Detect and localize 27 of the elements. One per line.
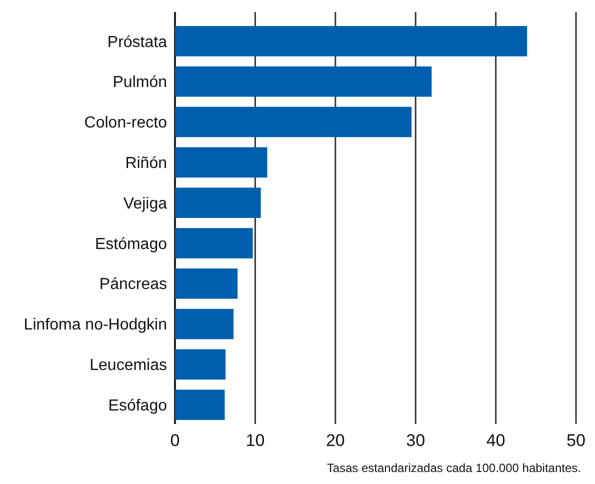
- y-tick-label: Linfoma no-Hodgkin: [24, 316, 167, 334]
- y-tick-label: Leucemias: [90, 357, 167, 374]
- x-tick-label: 50: [566, 431, 586, 450]
- y-tick-label: Vejiga: [123, 195, 168, 212]
- y-tick-label: Páncreas: [99, 276, 167, 294]
- x-tick-label: 0: [170, 431, 180, 450]
- y-tick-label: Pulmón: [112, 74, 167, 92]
- y-tick-label: Colon-recto: [84, 114, 168, 132]
- x-tick-label: 20: [326, 431, 345, 450]
- y-tick-label: Estómago: [94, 236, 168, 253]
- x-tick-label: 40: [486, 431, 506, 450]
- bar: [175, 66, 432, 97]
- x-tick-label: 30: [406, 431, 426, 450]
- bar: [175, 147, 268, 178]
- bar: [175, 308, 234, 340]
- x-tick-label: 10: [246, 431, 265, 450]
- bar: [175, 349, 226, 380]
- bar: [175, 106, 412, 138]
- bar: [175, 188, 261, 218]
- bar: [175, 268, 238, 299]
- y-tick-label: Riñón: [125, 154, 167, 172]
- y-tick-label: Esófago: [108, 397, 168, 414]
- bar: [175, 26, 528, 56]
- bar: [175, 390, 225, 420]
- y-tick-label: Próstata: [107, 34, 168, 51]
- bar: [175, 228, 253, 258]
- text: Tasas estandarizadas cada 100.000 habitantes.: [326, 461, 581, 475]
